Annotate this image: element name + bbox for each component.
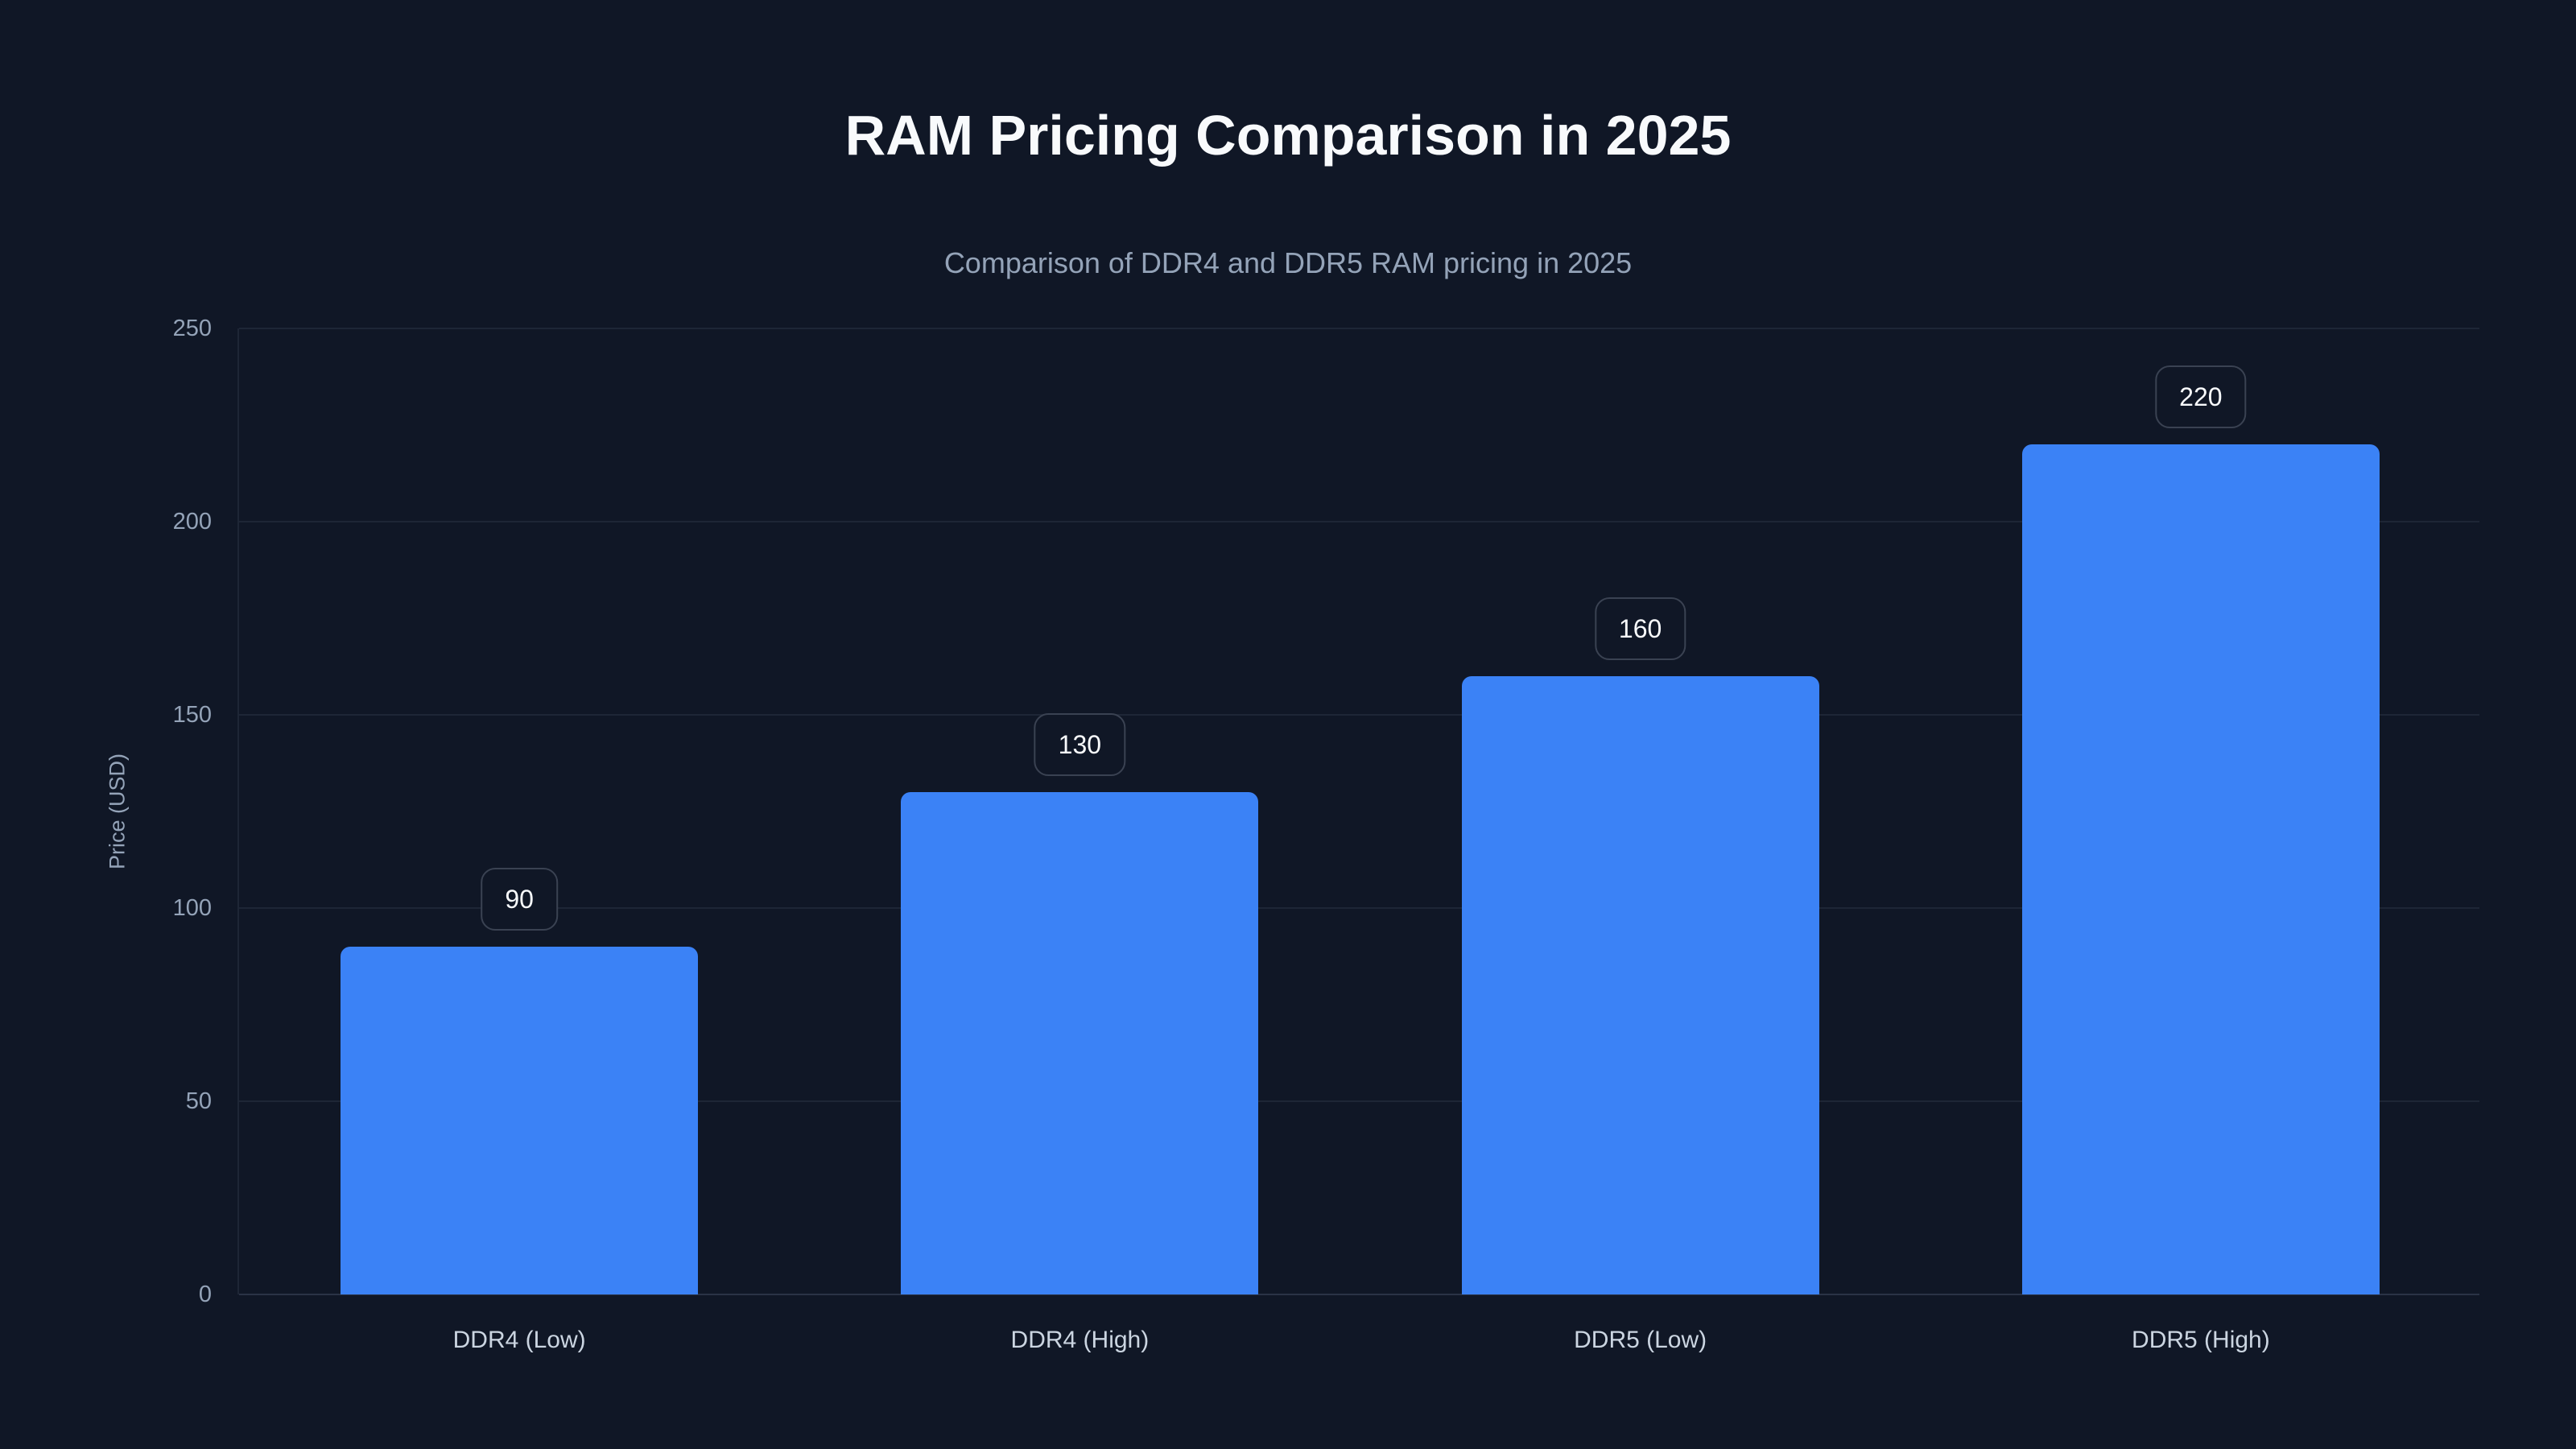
gridline-y-50 xyxy=(239,1100,2479,1102)
gridline-y-0 xyxy=(239,1294,2479,1295)
bar-ddr5-high xyxy=(2021,444,2380,1294)
gridline-y-150 xyxy=(239,714,2479,716)
bar-ddr5-low xyxy=(1461,676,1819,1294)
gridline-y-200 xyxy=(239,521,2479,522)
x-tick-label-ddr4-low: DDR4 (Low) xyxy=(452,1327,586,1353)
x-tick-label-ddr5-high: DDR5 (High) xyxy=(2132,1327,2270,1353)
value-badge-130: 130 xyxy=(1034,713,1126,776)
x-tick-label-ddr5-low: DDR5 (Low) xyxy=(1574,1327,1707,1353)
value-badge-160: 160 xyxy=(1594,597,1686,660)
chart-subtitle: Comparison of DDR4 and DDR5 RAM pricing … xyxy=(943,246,1633,279)
chart-title: RAM Pricing Comparison in 2025 xyxy=(844,104,1732,167)
gridline-y-250 xyxy=(239,328,2479,329)
bar-ddr4-high xyxy=(901,792,1259,1294)
x-tick-label-ddr4-high: DDR4 (High) xyxy=(1010,1327,1150,1353)
value-badge-90: 90 xyxy=(481,868,558,931)
value-badge-220: 220 xyxy=(2155,365,2247,428)
gridline-y-100 xyxy=(239,907,2479,909)
y-axis-title: Price (USD) xyxy=(105,753,130,870)
bar-ddr4-low xyxy=(341,947,699,1294)
plot-area: 0 50 100 150 200 250 90 DDR4 (Low) 130 DDR4 (High… xyxy=(173,317,2479,1353)
